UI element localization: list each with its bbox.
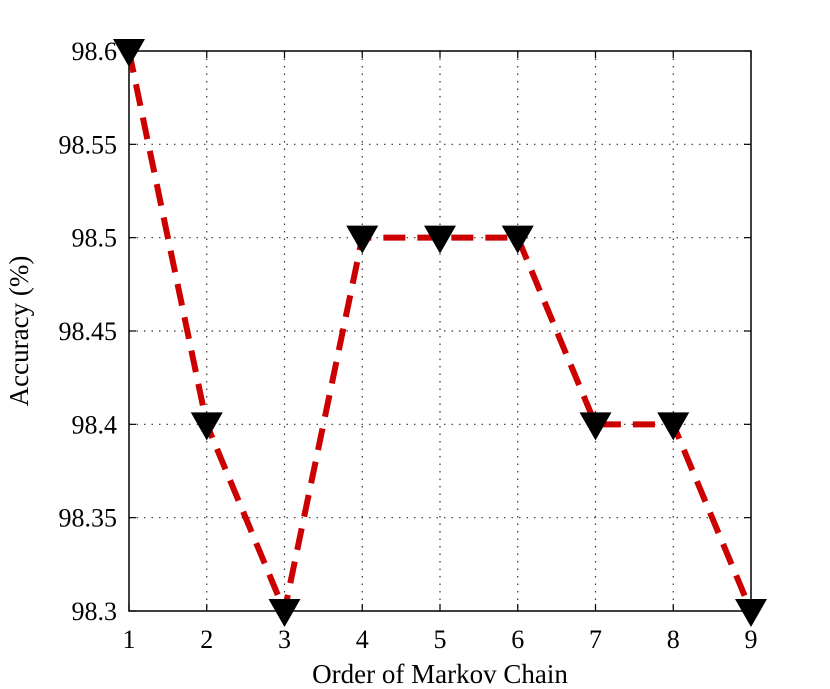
data-point-marker [735, 599, 767, 627]
grid [129, 51, 751, 611]
x-tick-label: 2 [200, 625, 213, 654]
y-tick-label: 98.55 [59, 130, 118, 159]
y-tick-label: 98.6 [72, 37, 118, 66]
x-tick-label: 4 [356, 625, 369, 654]
data-point-marker [579, 412, 612, 441]
y-axis-label: Accuracy (%) [4, 256, 34, 407]
x-tick-label: 3 [278, 625, 291, 654]
y-tick-label: 98.5 [72, 224, 118, 253]
data-point-marker [268, 599, 301, 627]
x-tick-label: 5 [434, 625, 447, 654]
y-tick-label: 98.35 [59, 504, 118, 533]
data-point-marker [424, 225, 456, 254]
data-point-marker [113, 39, 145, 67]
x-tick-label: 7 [589, 625, 602, 654]
y-tick-label: 98.3 [72, 597, 118, 626]
y-tick-label: 98.4 [72, 410, 118, 439]
data-point-marker [190, 412, 223, 441]
x-axis-label: Order of Markov Chain [312, 659, 568, 689]
x-tick-labels: 1 2 3 4 5 6 7 8 9 [123, 625, 758, 654]
y-tick-label: 98.45 [59, 317, 118, 346]
x-tick-label: 6 [511, 625, 524, 654]
series-line [126, 50, 754, 614]
data-point-marker [346, 225, 379, 254]
y-tick-labels: 98.3 98.35 98.4 98.45 98.5 98.55 98.6 [59, 37, 118, 626]
series-layer [113, 39, 767, 627]
x-tick-label: 8 [667, 625, 680, 654]
x-tick-label: 9 [745, 625, 758, 654]
x-tick-label: 1 [123, 625, 136, 654]
data-point-marker [501, 225, 534, 254]
data-point-marker [657, 412, 690, 441]
